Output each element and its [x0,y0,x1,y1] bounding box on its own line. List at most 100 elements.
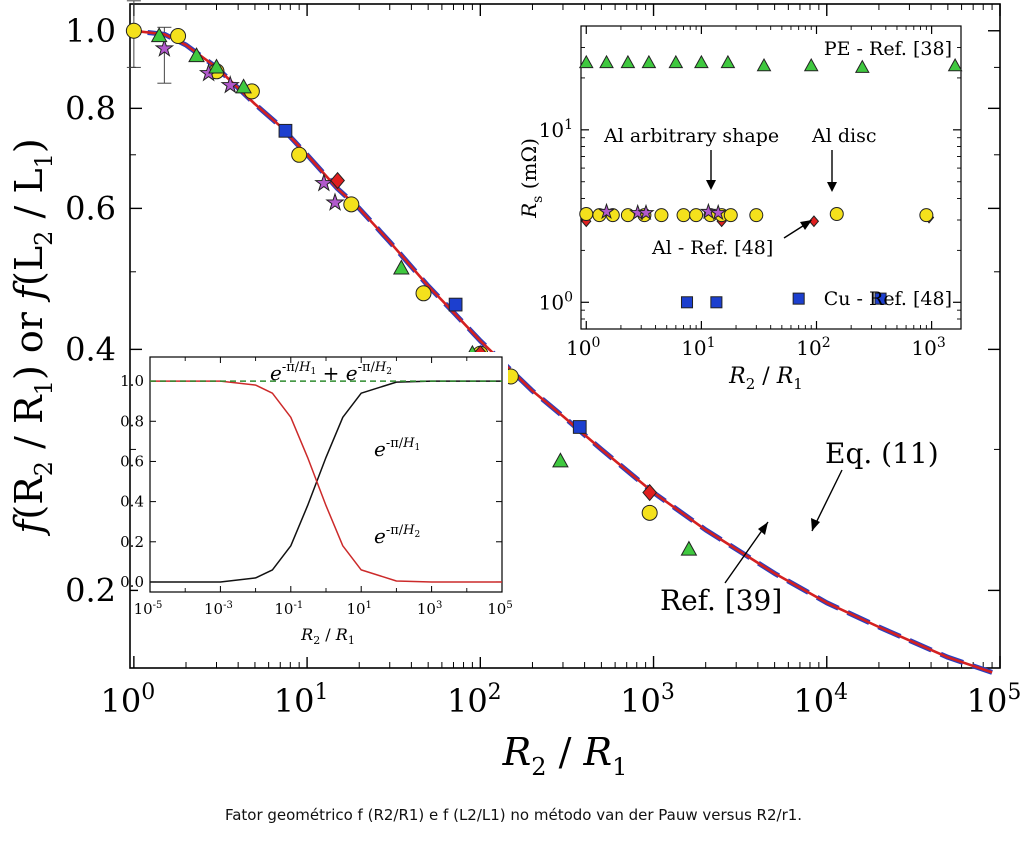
inset-rs-point-circle [676,208,691,223]
data-point-star [220,75,240,94]
inset-rs-point-star [699,202,718,220]
inset-rs-markers [578,54,963,309]
inset-rs-point-triangle [578,54,594,69]
inset-exp-x-axis-label: R2 / R1 [300,625,355,647]
inset-rs-point-triangle [694,54,709,69]
inset-exp-y-tick-label: 1.0 [120,372,144,390]
inset-rs-y-axis-label: Rs (mΩ) [517,138,546,219]
inset-exp-h1-label: e-π/H1 [374,436,420,461]
inset-rs-point-triangle [947,57,963,72]
inset-rs-frame [580,25,962,330]
data-point-triangle [392,259,410,275]
data-point-diamond [330,171,345,190]
inset-rs-point-triangle [599,54,614,69]
data-point-star [325,192,345,211]
inset-rs-point-star [597,202,616,220]
x-tick-label: 100 [100,680,155,720]
main-axis-ticks: 100 101 102 103 104 105 0.2 0.4 0.6 0.8 1.0 [65,4,1021,720]
arrow-al-ref48 [783,223,807,239]
inset-rs-point-star [637,203,655,221]
main-chart: 100 101 102 103 104 105 0.2 0.4 0.6 0.8 1.0 f(R2 /… [7,0,1021,781]
y-tick-label: 0.4 [65,330,116,368]
inset-label-pe: PE - Ref. [38] [824,38,952,60]
x-tick-label: 104 [793,680,848,720]
inset-rs-x-axis-label: R2 / R1 [728,364,803,393]
annotation-eq11-arrowhead [811,518,820,531]
inset-rs-point-square [874,292,887,305]
inset-rs-x-tick-label: 101 [681,335,715,360]
inset-rs-point-circle [579,207,594,222]
inset-rs-point-star [709,203,727,221]
inset-rs-point-triangle [641,54,657,69]
inset-rs-point-square [680,296,694,309]
annotation-ref39: Ref. [39] [660,584,782,617]
inset-exp-h2-label: e-π/H2 [374,523,420,548]
inset-rs-point-triangle [756,57,772,72]
data-point-triangle [680,540,698,556]
inset-exp-line [150,380,502,583]
y-tick-label: 0.8 [65,89,116,127]
inset-rs-point-square [792,292,805,305]
data-point-square [278,123,293,138]
main-y-axis-label: f(R2 / R1) or f(L2 / L1) [7,138,58,536]
inset-exp-y-tick-label: 0.8 [120,412,144,430]
annotation-ref39-arrow [724,521,769,584]
data-point-star [154,38,175,57]
data-point-circle [641,504,658,521]
y-tick-label: 0.2 [65,571,116,609]
data-point-triangle [150,27,168,43]
x-tick-label: 103 [620,680,675,720]
inset-exp-x-tick-label: 10-5 [134,600,163,618]
inset-exp-x-tick-label: 101 [346,600,371,618]
y-tick-label: 0.6 [65,189,116,227]
annotation-eq11: Eq. (11) [825,437,939,470]
data-point-circle [343,196,360,213]
data-point-triangle [188,47,205,63]
inset-rs-x-tick-label: 102 [796,335,830,360]
inset-rs-y-tick-label: 101 [539,117,573,142]
inset-rs-axis-ticks: 100 101 102 103 100 101 [539,26,961,360]
inset-label-al-arbitrary: Al arbitrary shape [603,125,779,147]
inset-exp-x-tick-label: 10-3 [204,600,233,618]
data-point-circle [415,285,432,302]
inset-rs-x-tick-label: 103 [911,335,945,360]
inset-rs-point-triangle [668,54,684,69]
inset-rs-point-triangle [854,59,870,73]
inset-rs-point-diamond [808,215,820,228]
y-tick-label: 1.0 [65,12,116,50]
inset-exp-axis-ticks: 10-5 10-3 10-1 101 103 105 0.0 0.2 0.4 0.6 0.8 1.0 [120,357,513,618]
inset-rs-point-circle [689,208,704,223]
main-plot-frame [129,3,1001,669]
inset-exp-y-tick-label: 0.2 [120,533,144,551]
inset-rs-point-square [710,296,723,309]
data-point-triangle [235,78,252,94]
inset-rs-point-circle [654,208,669,223]
inset-label-cu: Cu - Ref. [48] [824,288,952,310]
data-point-square [572,420,587,434]
data-point-triangle [552,452,569,468]
annotation-ref39-arrowhead [758,522,768,535]
inset-exp-y-tick-label: 0.4 [120,493,144,511]
data-point-circle [125,22,142,39]
data-point-diamond [642,483,658,502]
arrow-al-ref48-head [800,220,812,230]
inset-rs-point-circle [919,208,934,223]
inset-rs-point-triangle [720,54,736,69]
inset-exp-y-tick-label: 0.6 [120,452,144,470]
inset-rs-chart: 100 101 102 103 100 101 Rs (mΩ) R2 / R1 PE - … [517,23,963,393]
inset-label-al-disc: Al disc [811,125,876,147]
inset-rs-point-circle [829,207,844,222]
inset-exp-x-tick-label: 105 [487,600,512,618]
arrow-al-arbitrary-head [706,180,716,190]
inset-rs-x-tick-label: 100 [566,335,600,360]
inset-label-al-ref48: Al - Ref. [48] [651,237,773,259]
data-point-star [314,173,334,192]
inset-exp-frame [149,356,503,593]
inset-rs-point-circle [749,208,764,223]
inset-exp-chart: 10-5 10-3 10-1 101 103 1050.00.20.40.60.81.0 … [120,352,513,657]
inset-rs-y-tick-label: 100 [539,289,573,314]
inset-exp-x-tick-label: 103 [417,600,442,618]
inset-rs-point-triangle [803,57,819,72]
x-tick-label: 105 [967,680,1022,720]
inset-exp-y-tick-label: 0.0 [120,573,144,591]
